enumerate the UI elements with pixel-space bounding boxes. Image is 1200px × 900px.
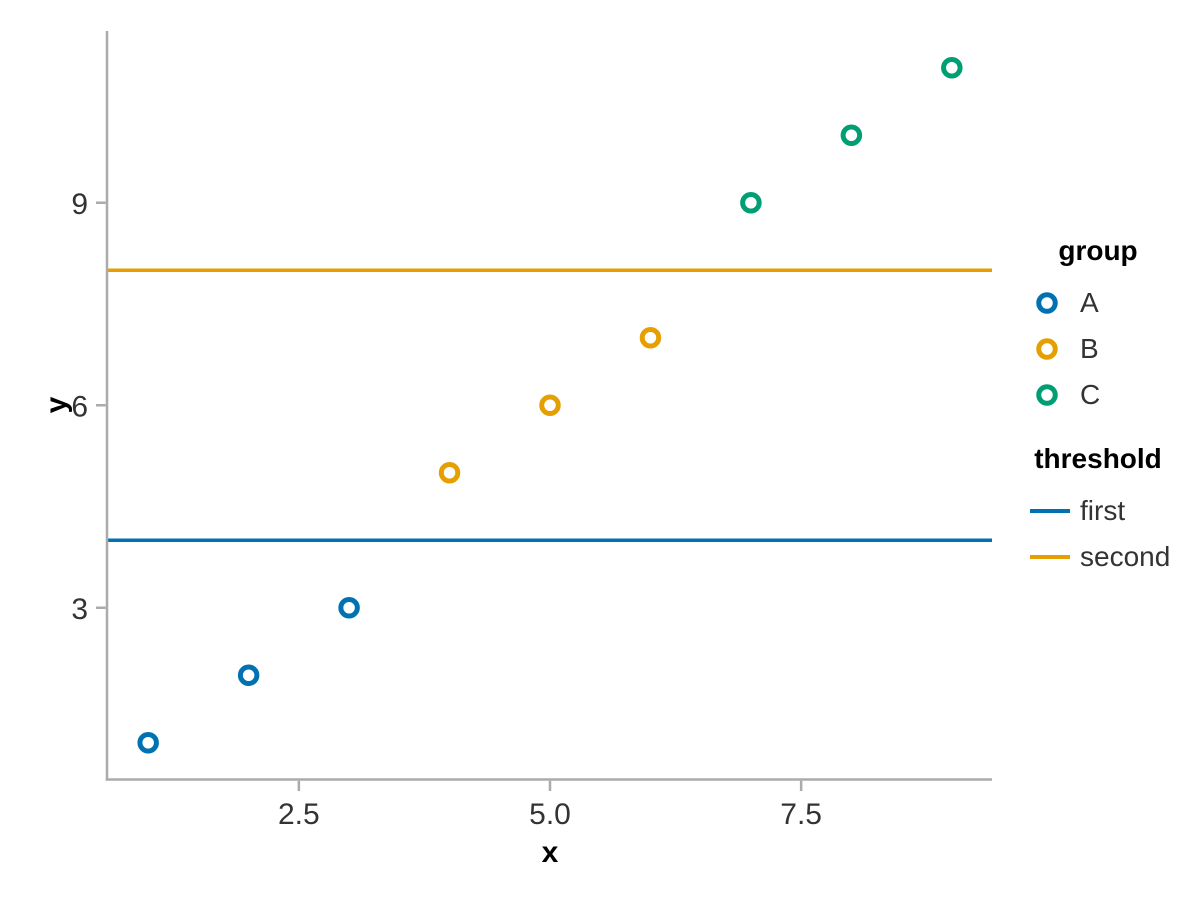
y-axis-title: y xyxy=(40,396,73,414)
legend-item-label: C xyxy=(1080,379,1101,410)
legend-item-A: A xyxy=(1028,280,1168,326)
legend-item-B: B xyxy=(1028,326,1168,372)
legend-line-swatch-icon xyxy=(1030,509,1070,513)
legend-item-label: first xyxy=(1080,495,1126,526)
y-tick-label: 9 xyxy=(71,188,88,221)
data-point-C xyxy=(941,57,963,79)
legend-item-label: B xyxy=(1080,333,1099,364)
legend-item-label: A xyxy=(1080,287,1099,318)
data-point-A xyxy=(237,664,260,686)
legend-item-C: C xyxy=(1028,372,1168,418)
data-point-B xyxy=(639,327,662,349)
legend-threshold-items: first second xyxy=(1028,488,1171,580)
data-point-B xyxy=(438,462,461,484)
x-tick-label: 7.5 xyxy=(780,798,822,831)
legend-item-second: second xyxy=(1028,534,1171,580)
data-point-A xyxy=(338,597,360,619)
legend-section-threshold: threshold first second xyxy=(1028,443,1171,580)
legend-item-first: first xyxy=(1028,488,1168,534)
legend-item-label: second xyxy=(1080,541,1171,572)
legend-point-swatch-icon xyxy=(1036,384,1058,406)
data-point-B xyxy=(539,394,561,416)
x-tick-label: 5.0 xyxy=(529,798,571,831)
data-point-C xyxy=(840,124,863,146)
legend-point-swatch-icon xyxy=(1036,338,1058,360)
legend-point-swatch-icon xyxy=(1036,292,1058,314)
legend-threshold-title: threshold xyxy=(1034,443,1162,474)
y-tick-label: 3 xyxy=(71,593,88,626)
y-tick-label: 6 xyxy=(71,390,88,423)
x-axis-title: x xyxy=(541,836,559,869)
legend-line-swatch-icon xyxy=(1030,555,1070,559)
legend-group-title: group xyxy=(1058,235,1138,266)
x-tick-label: 2.5 xyxy=(278,798,320,831)
data-point-C xyxy=(740,192,762,214)
data-point-A xyxy=(137,732,159,754)
